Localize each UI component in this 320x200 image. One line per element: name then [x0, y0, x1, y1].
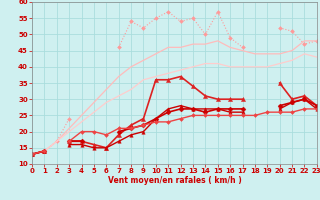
X-axis label: Vent moyen/en rafales ( km/h ): Vent moyen/en rafales ( km/h ) — [108, 176, 241, 185]
